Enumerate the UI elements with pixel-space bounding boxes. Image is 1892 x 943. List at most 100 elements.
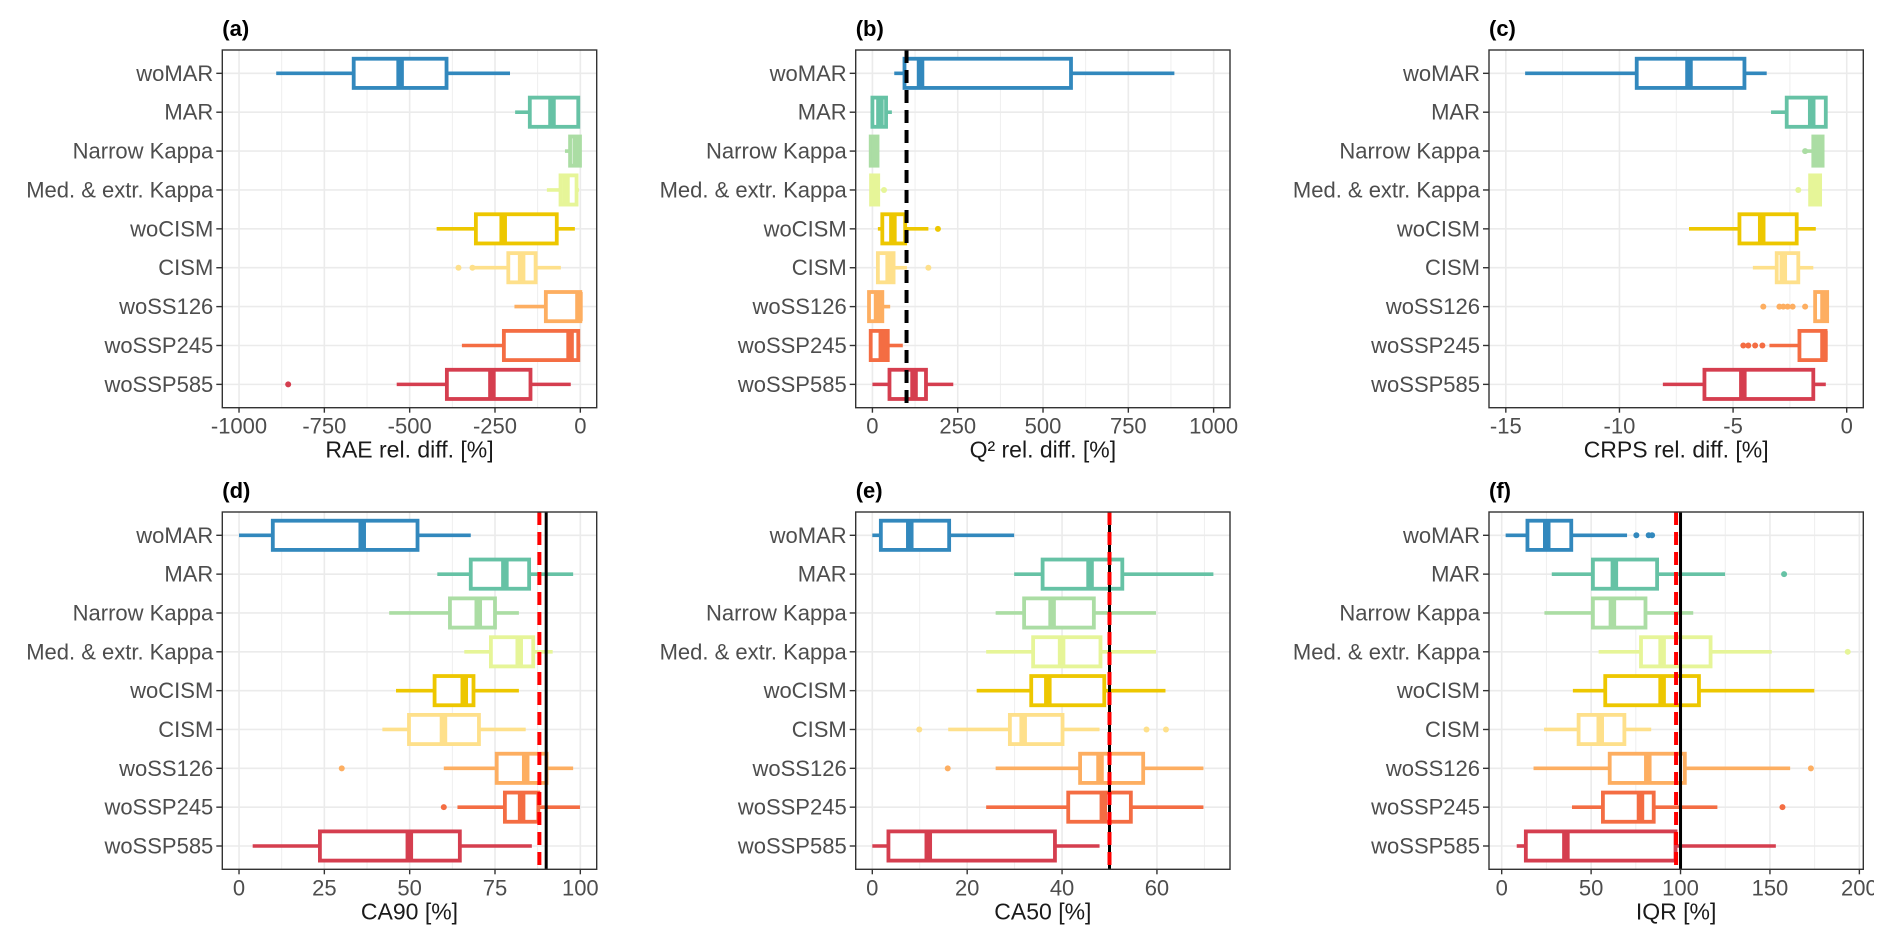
y-tick-label: woCISM: [1396, 216, 1480, 241]
boxplot-wossp245: [868, 328, 903, 362]
x-tick-label: 150: [1752, 875, 1789, 900]
box-iqr: [473, 212, 559, 246]
x-tick-label: -1000: [211, 414, 267, 439]
outlier-point: [1779, 804, 1786, 811]
x-tick-label: -5: [1723, 414, 1743, 439]
box-iqr: [1007, 712, 1065, 746]
box-iqr: [1078, 751, 1146, 785]
boxplot-womar: [1525, 56, 1767, 90]
boxplot-narrow-kappa: [1544, 596, 1694, 630]
boxplot-womar: [894, 56, 1175, 90]
boxplot-wocism: [1572, 674, 1815, 708]
x-tick-label: 1000: [1189, 414, 1238, 439]
x-tick-label: -500: [388, 414, 432, 439]
y-tick-label: CISM: [158, 255, 213, 280]
boxplot-woss126: [867, 290, 891, 324]
outlier-point: [1789, 303, 1796, 310]
y-tick-label: woSSP585: [737, 833, 847, 858]
y-tick-label: Med. & extr. Kappa: [660, 177, 848, 202]
box-iqr: [1066, 790, 1133, 824]
y-tick-label: woCISM: [1396, 678, 1480, 703]
boxplot-mar: [515, 95, 581, 129]
box-iqr: [468, 557, 532, 591]
boxplot-woss126: [1760, 290, 1830, 324]
boxplot-wossp585: [1662, 367, 1826, 401]
box-iqr: [488, 635, 536, 669]
boxplot-narrow-kappa: [564, 134, 582, 168]
x-tick-label: 500: [1025, 414, 1062, 439]
boxplot-med-extr-kappa: [1795, 173, 1823, 207]
boxplot-womar: [1505, 518, 1656, 552]
y-tick-label: Narrow Kappa: [73, 139, 214, 164]
x-axis-title: RAE rel. diff. [%]: [325, 437, 493, 463]
y-tick-label: Med. & extr. Kappa: [26, 639, 214, 664]
y-tick-label: Narrow Kappa: [706, 600, 847, 625]
y-tick-label: Narrow Kappa: [706, 139, 847, 164]
x-tick-label: 250: [939, 414, 976, 439]
outlier-point: [1802, 303, 1809, 310]
y-tick-label: CISM: [792, 255, 847, 280]
box-iqr: [501, 328, 581, 362]
y-tick-label: MAR: [1431, 100, 1480, 125]
y-tick-label: woSSP245: [103, 795, 213, 820]
x-tick-label: 100: [1662, 875, 1699, 900]
panel-c: woMAR MAR Narrow Kappa Med. & extr. Kappa wo…: [1293, 16, 1864, 463]
y-tick-label: woCISM: [763, 216, 847, 241]
box-iqr: [1031, 635, 1103, 669]
boxplot-wocism: [1688, 212, 1816, 246]
y-tick-label: woSS126: [1385, 756, 1480, 781]
y-tick-label: woSS126: [118, 756, 213, 781]
y-tick-label: woMAR: [769, 61, 847, 86]
panel-tag: (d): [222, 478, 250, 503]
boxplot-woss126: [514, 290, 583, 324]
box-iqr: [1022, 596, 1096, 630]
y-tick-label: woSSP245: [103, 333, 213, 358]
y-tick-label: MAR: [164, 562, 213, 587]
y-tick-label: woCISM: [763, 678, 847, 703]
outlier-point: [1760, 303, 1767, 310]
y-tick-label: woSSP585: [737, 372, 847, 397]
y-tick-label: Narrow Kappa: [1339, 600, 1480, 625]
outlier-point: [469, 264, 476, 271]
boxplot-cism: [382, 712, 526, 746]
box-iqr: [270, 518, 420, 552]
boxplot-narrow-kappa: [1802, 134, 1825, 168]
y-tick-label: CISM: [1425, 717, 1480, 742]
outlier-point: [934, 225, 941, 232]
outlier-point: [1745, 342, 1752, 349]
x-tick-label: 0: [1496, 875, 1508, 900]
boxplot-cism: [1544, 712, 1652, 746]
outlier-point: [1795, 186, 1802, 193]
boxplot-womar: [276, 56, 511, 90]
x-axis-title: CRPS rel. diff. [%]: [1584, 437, 1769, 463]
boxplot-narrow-kappa: [868, 134, 880, 168]
boxplot-mar: [1771, 95, 1828, 129]
panel-b: woMAR MAR Narrow Kappa Med. & extr. Kappa wo…: [660, 16, 1239, 463]
y-tick-label: woSSP585: [103, 372, 213, 397]
x-tick-label: 750: [1110, 414, 1147, 439]
outlier-point: [440, 804, 447, 811]
box-iqr: [878, 518, 952, 552]
y-tick-label: MAR: [798, 562, 847, 587]
y-tick-label: woCISM: [129, 678, 213, 703]
boxplot-wossp245: [1740, 328, 1828, 362]
x-tick-label: 50: [397, 875, 421, 900]
y-tick-label: Med. & extr. Kappa: [1293, 177, 1481, 202]
y-tick-label: MAR: [164, 100, 213, 125]
panel-d: woMAR MAR Narrow Kappa Med. & extr. Kappa wo…: [26, 478, 598, 924]
boxplot-wossp585: [872, 829, 1100, 863]
y-tick-label: woSSP245: [1370, 795, 1480, 820]
boxplot-med-extr-kappa: [869, 173, 888, 207]
boxplot-wossp245: [986, 790, 1204, 824]
panel-tag: (e): [856, 478, 883, 503]
box-iqr: [1591, 596, 1648, 630]
panel-tag: (b): [856, 16, 884, 41]
x-tick-label: 40: [1050, 875, 1074, 900]
box-iqr: [1591, 557, 1660, 591]
y-tick-label: CISM: [792, 717, 847, 742]
panel-e: woMAR MAR Narrow Kappa Med. & extr. Kappa wo…: [660, 478, 1231, 924]
boxplot-cism: [1752, 251, 1814, 285]
x-tick-label: 100: [562, 875, 599, 900]
boxplot-woss126: [944, 751, 1204, 785]
boxplot-med-extr-kappa: [546, 173, 579, 207]
